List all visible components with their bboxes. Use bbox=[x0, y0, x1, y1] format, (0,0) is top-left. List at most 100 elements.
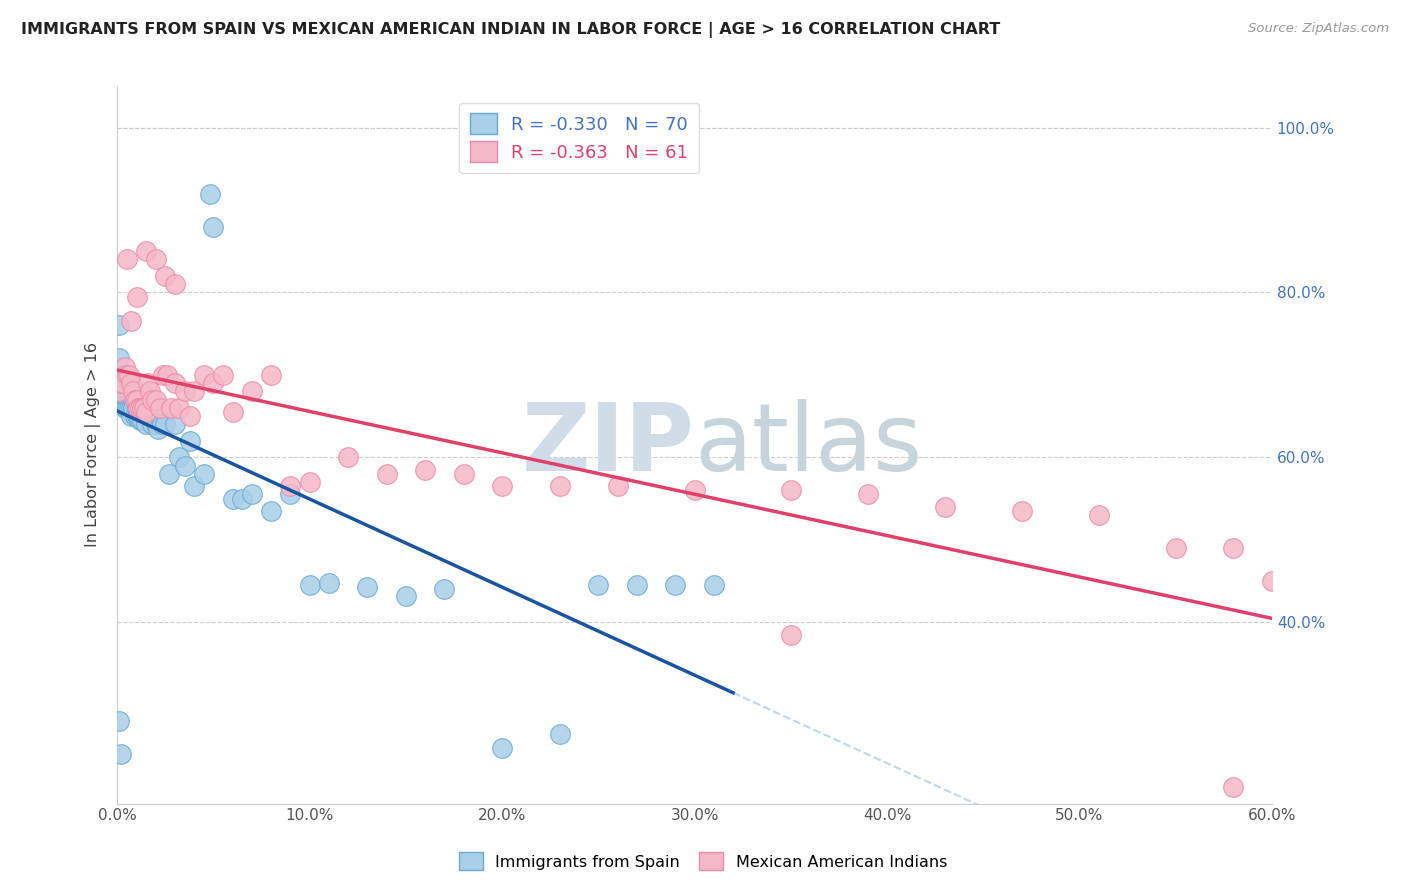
Point bbox=[433, 582, 456, 597]
Point bbox=[173, 384, 195, 399]
Point bbox=[356, 580, 378, 594]
Point bbox=[115, 368, 138, 382]
Point bbox=[120, 401, 142, 415]
Point bbox=[157, 467, 180, 481]
Point bbox=[155, 417, 177, 432]
Point bbox=[337, 450, 360, 465]
Text: IMMIGRANTS FROM SPAIN VS MEXICAN AMERICAN INDIAN IN LABOR FORCE | AGE > 16 CORRE: IMMIGRANTS FROM SPAIN VS MEXICAN AMERICA… bbox=[21, 22, 1000, 38]
Legend: R = -0.330   N = 70, R = -0.363   N = 61: R = -0.330 N = 70, R = -0.363 N = 61 bbox=[460, 103, 699, 173]
Point bbox=[142, 401, 165, 415]
Point bbox=[114, 359, 136, 374]
Point bbox=[135, 417, 157, 432]
Point bbox=[141, 392, 163, 407]
Point bbox=[125, 290, 148, 304]
Point bbox=[179, 434, 201, 448]
Point bbox=[146, 421, 169, 435]
Point bbox=[135, 401, 157, 415]
Point bbox=[136, 376, 159, 391]
Point bbox=[222, 405, 245, 419]
Point bbox=[202, 219, 225, 234]
Point bbox=[212, 368, 235, 382]
Point bbox=[231, 491, 253, 506]
Point bbox=[626, 578, 648, 592]
Point bbox=[1087, 508, 1109, 522]
Point bbox=[114, 392, 136, 407]
Point bbox=[127, 409, 149, 424]
Point bbox=[149, 401, 172, 415]
Point bbox=[115, 384, 138, 399]
Point bbox=[548, 726, 571, 740]
Point bbox=[160, 401, 183, 415]
Point bbox=[135, 244, 157, 259]
Point bbox=[588, 578, 610, 592]
Point bbox=[108, 384, 131, 399]
Point bbox=[112, 376, 135, 391]
Point bbox=[491, 479, 513, 493]
Point bbox=[124, 392, 146, 407]
Point bbox=[139, 409, 162, 424]
Point bbox=[260, 368, 283, 382]
Point bbox=[121, 401, 143, 415]
Point bbox=[1222, 541, 1244, 555]
Point bbox=[114, 384, 136, 399]
Point bbox=[134, 405, 156, 419]
Point bbox=[163, 417, 186, 432]
Point bbox=[318, 575, 340, 590]
Point bbox=[298, 475, 321, 489]
Point bbox=[375, 467, 398, 481]
Point bbox=[664, 578, 686, 592]
Point bbox=[606, 479, 628, 493]
Point bbox=[240, 384, 263, 399]
Point bbox=[453, 467, 475, 481]
Point bbox=[173, 458, 195, 473]
Y-axis label: In Labor Force | Age > 16: In Labor Force | Age > 16 bbox=[86, 343, 101, 548]
Point bbox=[183, 479, 205, 493]
Point bbox=[121, 384, 143, 399]
Point bbox=[179, 409, 201, 424]
Point bbox=[167, 450, 190, 465]
Point bbox=[129, 401, 152, 415]
Point bbox=[110, 747, 132, 761]
Point bbox=[1164, 541, 1187, 555]
Point bbox=[856, 487, 879, 501]
Point bbox=[202, 376, 225, 391]
Point bbox=[183, 384, 205, 399]
Point bbox=[491, 740, 513, 755]
Point bbox=[280, 487, 302, 501]
Point bbox=[193, 467, 215, 481]
Point bbox=[548, 479, 571, 493]
Point bbox=[280, 479, 302, 493]
Point bbox=[1261, 574, 1284, 588]
Point bbox=[108, 318, 131, 333]
Point bbox=[110, 376, 132, 391]
Point bbox=[118, 384, 141, 399]
Point bbox=[110, 368, 132, 382]
Point bbox=[934, 500, 956, 514]
Point bbox=[110, 384, 132, 399]
Point bbox=[152, 368, 174, 382]
Point bbox=[156, 368, 179, 382]
Text: atlas: atlas bbox=[695, 399, 922, 491]
Point bbox=[115, 252, 138, 267]
Point bbox=[129, 401, 152, 415]
Point bbox=[1222, 780, 1244, 794]
Point bbox=[118, 401, 141, 415]
Point bbox=[135, 405, 157, 419]
Point bbox=[134, 401, 156, 415]
Point bbox=[127, 392, 149, 407]
Point bbox=[167, 401, 190, 415]
Point bbox=[115, 401, 138, 415]
Point bbox=[163, 277, 186, 292]
Point bbox=[115, 392, 138, 407]
Point bbox=[131, 401, 153, 415]
Point bbox=[124, 392, 146, 407]
Point bbox=[145, 252, 167, 267]
Point bbox=[163, 376, 186, 391]
Point bbox=[150, 417, 173, 432]
Point bbox=[395, 589, 418, 603]
Point bbox=[779, 627, 801, 641]
Point bbox=[198, 186, 221, 201]
Point bbox=[222, 491, 245, 506]
Point bbox=[120, 409, 142, 424]
Point bbox=[125, 401, 148, 415]
